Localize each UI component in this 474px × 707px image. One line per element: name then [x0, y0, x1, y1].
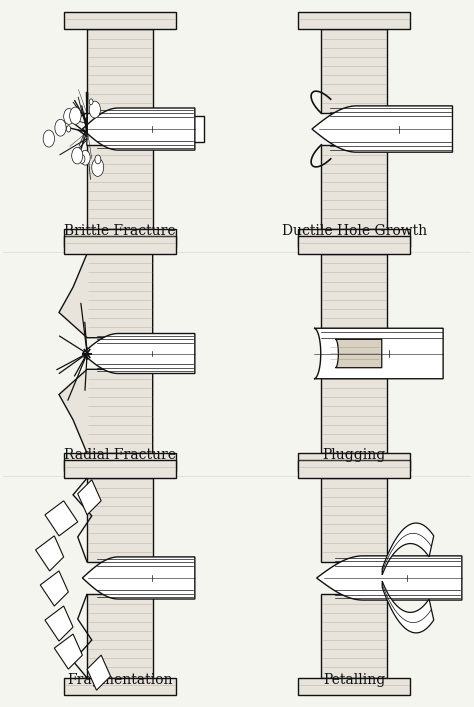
Bar — [87, 145, 153, 229]
Polygon shape — [314, 328, 443, 379]
Text: Petalling: Petalling — [323, 672, 385, 686]
Polygon shape — [87, 655, 110, 690]
Bar — [176, 117, 204, 141]
Bar — [64, 460, 176, 478]
Bar — [298, 453, 410, 471]
Bar — [87, 594, 153, 678]
Bar — [321, 594, 387, 678]
Text: Fragmentation: Fragmentation — [67, 672, 173, 686]
Bar — [321, 478, 387, 562]
Polygon shape — [382, 581, 434, 633]
Bar — [298, 678, 410, 696]
Polygon shape — [82, 334, 195, 373]
Polygon shape — [59, 254, 153, 338]
Circle shape — [55, 119, 66, 136]
Polygon shape — [55, 634, 82, 669]
Polygon shape — [317, 556, 462, 600]
Polygon shape — [59, 369, 153, 453]
Polygon shape — [336, 339, 382, 368]
Bar — [321, 29, 387, 113]
Polygon shape — [312, 106, 453, 152]
Polygon shape — [45, 501, 78, 536]
Circle shape — [80, 151, 90, 165]
Bar — [321, 145, 387, 229]
Circle shape — [95, 155, 101, 164]
Text: Ductile Hole Growth: Ductile Hole Growth — [282, 223, 427, 238]
Bar — [87, 478, 153, 562]
Bar — [64, 11, 176, 29]
Polygon shape — [382, 523, 434, 575]
Bar — [64, 236, 176, 254]
Bar — [298, 229, 410, 247]
Circle shape — [70, 107, 81, 124]
Bar — [64, 678, 176, 696]
Circle shape — [92, 158, 104, 176]
Bar — [64, 453, 176, 471]
Circle shape — [79, 155, 85, 163]
Bar — [298, 11, 410, 29]
Circle shape — [64, 108, 74, 124]
Bar — [64, 229, 176, 247]
Circle shape — [89, 99, 93, 105]
Text: Brittle Fracture: Brittle Fracture — [64, 223, 176, 238]
Bar — [87, 29, 153, 113]
Circle shape — [43, 130, 55, 147]
Bar — [298, 236, 410, 254]
Polygon shape — [40, 571, 68, 606]
Polygon shape — [78, 480, 101, 515]
Text: Radial Fracture: Radial Fracture — [64, 448, 176, 462]
Polygon shape — [36, 536, 64, 571]
Polygon shape — [45, 606, 73, 641]
Polygon shape — [82, 108, 195, 150]
Bar — [321, 369, 387, 453]
Bar — [298, 460, 410, 478]
Polygon shape — [82, 557, 195, 599]
Circle shape — [89, 101, 100, 118]
Bar — [321, 254, 387, 338]
Circle shape — [66, 126, 71, 132]
Text: Plugging: Plugging — [322, 448, 386, 462]
Circle shape — [72, 147, 83, 164]
